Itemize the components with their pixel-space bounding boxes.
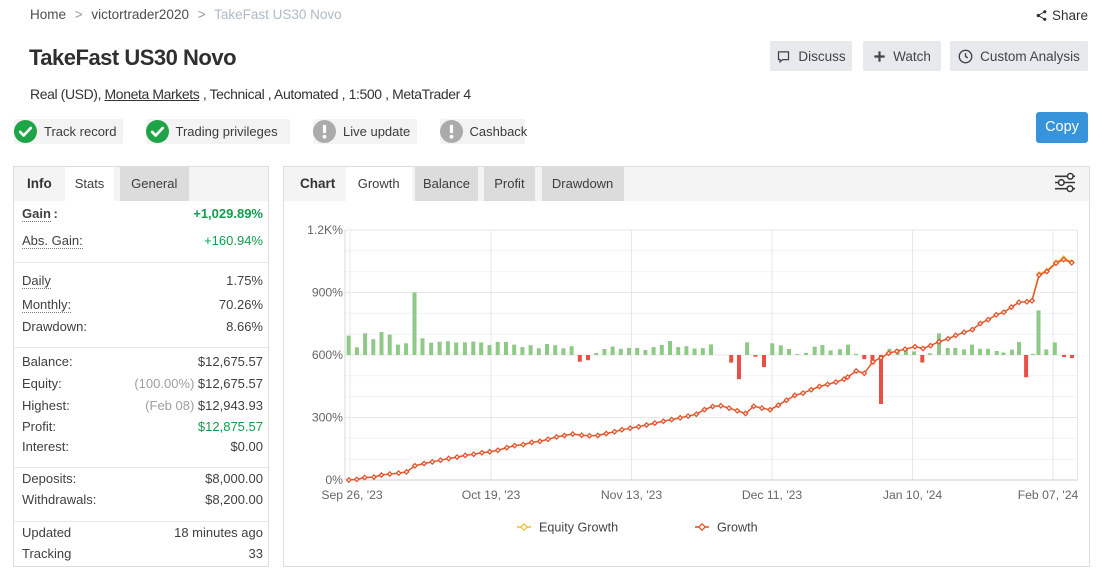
svg-text:900%: 900% bbox=[312, 286, 343, 300]
svg-text:Nov 13, '23: Nov 13, '23 bbox=[601, 488, 662, 502]
svg-text:Equity Growth: Equity Growth bbox=[539, 521, 618, 535]
svg-text:300%: 300% bbox=[312, 411, 343, 425]
svg-text:600%: 600% bbox=[312, 348, 343, 362]
svg-text:Dec 11, '23: Dec 11, '23 bbox=[742, 488, 803, 502]
svg-text:1.2K%: 1.2K% bbox=[307, 223, 343, 237]
svg-text:0%: 0% bbox=[325, 473, 343, 487]
svg-text:Jan 10, '24: Jan 10, '24 bbox=[883, 488, 942, 502]
svg-text:Oct 19, '23: Oct 19, '23 bbox=[462, 488, 521, 502]
svg-text:Feb 07, '24: Feb 07, '24 bbox=[1018, 488, 1079, 502]
svg-text:Growth: Growth bbox=[717, 521, 758, 535]
svg-text:Sep 26, '23: Sep 26, '23 bbox=[321, 488, 383, 502]
